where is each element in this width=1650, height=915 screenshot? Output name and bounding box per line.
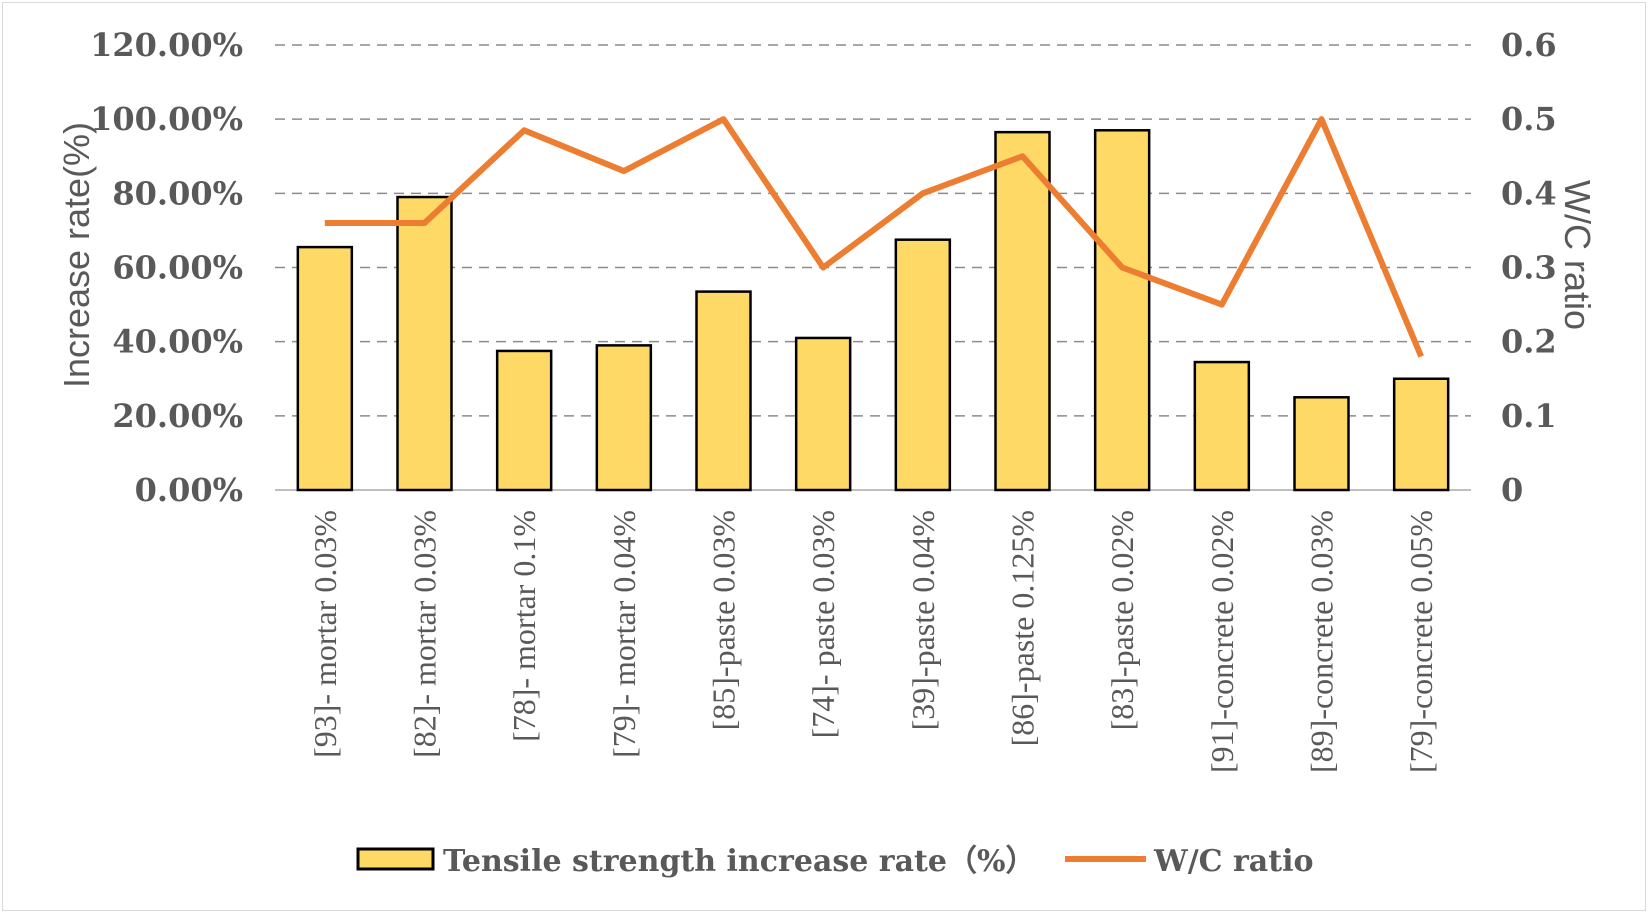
left-tick-label: 0.00% — [135, 471, 243, 509]
bar — [894, 238, 952, 492]
bar — [595, 344, 653, 492]
right-axis-title: W/C ratio — [1557, 180, 1598, 330]
right-axis-ticks: 0 0.1 0.2 0.3 0.4 0.5 0.6 — [1501, 26, 1557, 509]
left-tick-label: 120.00% — [90, 26, 243, 64]
bar — [396, 195, 453, 492]
line-series — [324, 116, 1424, 358]
category-label: [91]-concrete 0.02% — [1204, 510, 1240, 773]
right-tick-label: 0.5 — [1501, 100, 1557, 138]
right-tick-label: 0.3 — [1501, 249, 1557, 287]
category-label: [93]- mortar 0.03% — [307, 510, 343, 758]
left-tick-label: 20.00% — [112, 397, 243, 435]
bar — [794, 336, 852, 492]
bar — [1193, 360, 1251, 492]
right-tick-label: 0.6 — [1501, 26, 1557, 64]
right-tick-label: 0 — [1501, 471, 1523, 509]
bar — [1392, 377, 1450, 492]
category-label: [86]-paste 0.125% — [1005, 510, 1041, 746]
left-tick-label: 60.00% — [112, 249, 243, 287]
category-label: [79]-concrete 0.05% — [1403, 510, 1439, 773]
bar-series — [296, 129, 1450, 492]
bar — [994, 130, 1051, 492]
legend-line-label: W/C ratio — [1153, 844, 1313, 879]
bar — [296, 245, 354, 492]
left-axis-ticks: 0.00% 20.00% 40.00% 60.00% 80.00% 100.00% 120.… — [90, 26, 243, 509]
category-label: [79]- mortar 0.04% — [606, 510, 642, 758]
category-label: [74]- paste 0.03% — [805, 510, 841, 738]
category-labels: [93]- mortar 0.03% [82]- mortar 0.03% [78]… — [307, 510, 1439, 773]
bar — [1093, 129, 1151, 492]
category-label: [85]-paste 0.03% — [706, 510, 742, 730]
bar — [495, 349, 553, 492]
wc-ratio-line — [324, 116, 1424, 358]
left-tick-label: 40.00% — [112, 323, 243, 361]
right-tick-label: 0.1 — [1501, 397, 1557, 435]
combo-bar-line-chart: 0.00% 20.00% 40.00% 60.00% 80.00% 100.00% 120.… — [56, 26, 1598, 879]
category-label: [39]-paste 0.04% — [905, 510, 941, 730]
category-label: [83]-paste 0.02% — [1104, 510, 1140, 730]
right-tick-label: 0.2 — [1501, 323, 1557, 361]
category-label: [82]- mortar 0.03% — [407, 510, 443, 758]
category-label: [78]- mortar 0.1% — [506, 510, 542, 742]
bar — [1293, 396, 1350, 492]
legend: Tensile strength increase rate（%） W/C ra… — [356, 844, 1313, 879]
legend-bar-swatch — [356, 847, 435, 871]
left-tick-label: 100.00% — [90, 100, 243, 138]
left-axis-title: Increase rate(%) — [56, 122, 97, 388]
bar — [695, 290, 752, 492]
legend-bar-label: Tensile strength increase rate（%） — [443, 844, 1035, 879]
left-tick-label: 80.00% — [112, 174, 243, 212]
right-tick-label: 0.4 — [1501, 174, 1557, 212]
category-label: [89]-concrete 0.03% — [1304, 510, 1340, 773]
grid-lines — [275, 44, 1471, 491]
